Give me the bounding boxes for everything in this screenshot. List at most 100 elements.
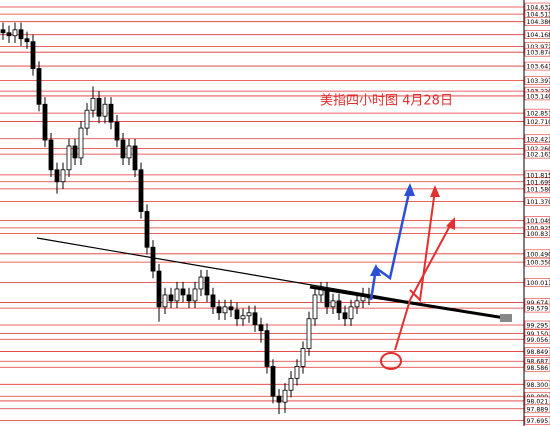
level-label-box xyxy=(524,149,550,159)
candle-body xyxy=(282,389,288,403)
candle-body xyxy=(102,103,108,117)
candle-body xyxy=(150,246,156,272)
level-label-box xyxy=(524,257,550,267)
candle-body xyxy=(162,294,168,308)
level-label-box xyxy=(524,117,550,126)
candle-body xyxy=(132,145,138,171)
y-tick-label: 99.056 xyxy=(527,337,549,344)
y-tick-label: 100.490 xyxy=(527,251,550,258)
candle-body xyxy=(240,315,246,320)
y-tick-label: 98.687 xyxy=(527,359,549,366)
y-tick-label: 104.168 xyxy=(527,32,550,39)
y-tick-label: 101.699 xyxy=(527,179,550,186)
candle-body xyxy=(54,169,60,183)
candle-body xyxy=(90,97,96,111)
y-tick-label: 101.580 xyxy=(527,186,550,193)
candle-body xyxy=(192,288,198,302)
y-tick-label: 100.011 xyxy=(527,280,550,287)
y-tick-label: 99.295 xyxy=(527,323,549,330)
level-label-box xyxy=(524,47,550,57)
candle-body xyxy=(198,276,204,290)
candle-body xyxy=(210,294,216,308)
candle-body xyxy=(138,169,144,212)
candle-body xyxy=(246,312,252,317)
red-circle xyxy=(380,352,402,370)
candle-body xyxy=(48,139,54,171)
y-tick-label: 101.815 xyxy=(527,172,550,179)
candle-body xyxy=(204,276,210,296)
level-label-box xyxy=(524,197,550,206)
level-label-box xyxy=(524,229,550,238)
blue-arrowhead-small xyxy=(370,264,381,276)
candle-body xyxy=(144,211,150,248)
candle-body xyxy=(114,121,120,141)
level-label-box xyxy=(524,334,550,344)
blue-arrow xyxy=(369,187,412,301)
y-tick-label: 103.641 xyxy=(527,64,550,71)
candle-body xyxy=(18,29,24,40)
candle-body xyxy=(72,145,78,159)
candle-body xyxy=(186,294,192,302)
candle-body xyxy=(264,330,270,367)
candle-body xyxy=(354,300,360,308)
candle-body xyxy=(336,300,342,314)
candle-body xyxy=(96,97,102,117)
y-tick-label: 103.140 xyxy=(527,93,550,100)
candle-body xyxy=(168,294,174,302)
y-tick-label: 97.695 xyxy=(527,418,549,425)
candle-body xyxy=(24,38,30,43)
y-tick-label: 102.710 xyxy=(527,119,550,126)
y-tick-label: 102.163 xyxy=(527,152,550,159)
candle-body xyxy=(324,288,330,308)
candle-body xyxy=(0,29,6,34)
candle-body xyxy=(30,41,36,69)
candle-body xyxy=(60,169,66,183)
chart-annotation: 美指四小时图 4月28日 xyxy=(320,94,453,109)
candle-body xyxy=(108,103,114,123)
level-label-box xyxy=(524,76,550,85)
y-tick-label: 99.674 xyxy=(527,300,549,307)
y-tick-label: 101.370 xyxy=(527,199,550,206)
candle-body xyxy=(342,312,348,320)
candle-body xyxy=(12,29,18,37)
y-tick-label: 102.851 xyxy=(527,111,550,118)
y-tick-label: 98.586 xyxy=(527,365,549,372)
y-tick-label: 99.579 xyxy=(527,306,549,313)
trend-line-bold xyxy=(309,285,506,320)
level-label-box xyxy=(524,249,550,259)
candle-body xyxy=(306,318,312,349)
candle-body xyxy=(78,127,84,159)
candle-body xyxy=(156,270,162,308)
candle-body xyxy=(180,288,186,296)
candle-body xyxy=(348,306,354,320)
candle-body xyxy=(126,145,132,159)
y-tick-label: 104.386 xyxy=(527,19,550,26)
candles xyxy=(0,22,372,415)
y-tick-label: 103.397 xyxy=(527,78,550,85)
level-label-box xyxy=(524,320,550,330)
candle-body xyxy=(330,300,336,308)
candle-body xyxy=(300,348,306,367)
price-marker xyxy=(500,314,512,322)
candle-body xyxy=(216,306,222,314)
y-tick-label: 97.889 xyxy=(527,406,549,413)
candle-body xyxy=(276,395,282,403)
candle-body xyxy=(312,294,318,320)
level-label-box xyxy=(524,278,550,287)
level-label-box xyxy=(524,303,550,313)
y-tick-label: 102.421 xyxy=(527,136,550,143)
candle-body xyxy=(288,377,294,391)
level-label-box xyxy=(524,362,550,372)
y-tick-label: 100.925 xyxy=(527,225,550,232)
level-label-box xyxy=(524,61,550,71)
candle-body xyxy=(258,324,264,332)
candle-body xyxy=(120,139,126,159)
candle-body xyxy=(66,145,72,171)
y-tick-label: 103.972 xyxy=(527,44,550,51)
y-tick-label: 104.632 xyxy=(527,5,550,12)
level-label-box xyxy=(524,91,550,101)
y-tick-label: 104.513 xyxy=(527,12,550,19)
y-tick-label: 103.874 xyxy=(527,50,550,57)
